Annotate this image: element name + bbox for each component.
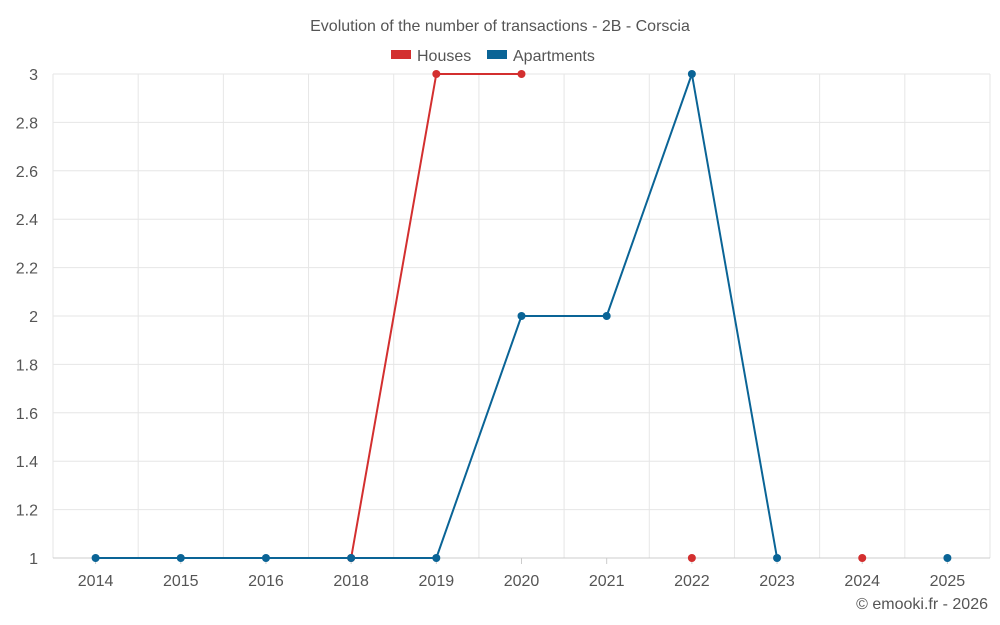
x-tick-label: 2015 [163, 573, 199, 590]
y-tick-label: 1.8 [16, 357, 38, 374]
x-tick-label: 2014 [78, 573, 114, 590]
data-point-apartments-2020[interactable] [517, 312, 526, 320]
y-tick-label: 2 [29, 309, 38, 326]
data-point-apartments-2014[interactable] [91, 554, 100, 562]
legend-item-houses[interactable]: Houses [391, 48, 471, 65]
y-tick-label: 2.4 [16, 212, 38, 229]
data-point-apartments-2015[interactable] [176, 554, 185, 562]
x-tick-label: 2025 [930, 573, 966, 590]
legend: Houses Apartments [391, 48, 595, 65]
y-tick-label: 2.6 [16, 164, 38, 181]
y-axis: 1 1.2 1.4 1.6 1.8 2 2.2 2.4 2.6 2.8 3 [16, 67, 38, 568]
data-point-apartments-2016[interactable] [261, 554, 270, 562]
data-point-apartments-2019[interactable] [432, 554, 441, 562]
legend-swatch-apartments [487, 50, 507, 59]
data-point-apartments-2018[interactable] [347, 554, 356, 562]
y-tick-label: 1 [29, 551, 38, 568]
x-tick-label: 2016 [248, 573, 284, 590]
x-axis: 2014 2015 2016 2018 2019 2020 2021 2022 2023 2024… [53, 557, 990, 590]
legend-swatch-houses [391, 50, 411, 59]
x-tick-label: 2023 [759, 573, 795, 590]
y-tick-label: 2.8 [16, 115, 38, 132]
data-point-houses-2019[interactable] [432, 70, 441, 78]
data-point-apartments-2025[interactable] [943, 554, 952, 562]
x-tick-label: 2024 [844, 573, 880, 590]
y-tick-label: 1.6 [16, 406, 38, 423]
legend-label-houses: Houses [417, 48, 471, 65]
y-tick-label: 2.2 [16, 261, 38, 278]
x-tick-label: 2019 [419, 573, 455, 590]
x-tick-label: 2022 [674, 573, 710, 590]
data-point-apartments-2023[interactable] [773, 554, 782, 562]
series [91, 70, 952, 562]
data-point-houses-2022[interactable] [687, 554, 696, 562]
chart-title: Evolution of the number of transactions … [310, 18, 690, 35]
legend-label-apartments: Apartments [513, 48, 595, 65]
credit-text: © emooki.fr - 2026 [856, 596, 988, 613]
data-point-apartments-2021[interactable] [602, 312, 611, 320]
data-point-apartments-2022[interactable] [687, 70, 696, 78]
x-tick-label: 2018 [333, 573, 369, 590]
data-point-houses-2020[interactable] [517, 70, 526, 78]
data-point-houses-2024[interactable] [858, 554, 867, 562]
legend-item-apartments[interactable]: Apartments [487, 48, 595, 65]
x-tick-label: 2020 [504, 573, 540, 590]
x-tick-label: 2021 [589, 573, 625, 590]
series-apartments [91, 70, 952, 562]
y-tick-label: 1.4 [16, 454, 38, 471]
y-tick-label: 1.2 [16, 503, 38, 520]
y-tick-label: 3 [29, 67, 38, 84]
